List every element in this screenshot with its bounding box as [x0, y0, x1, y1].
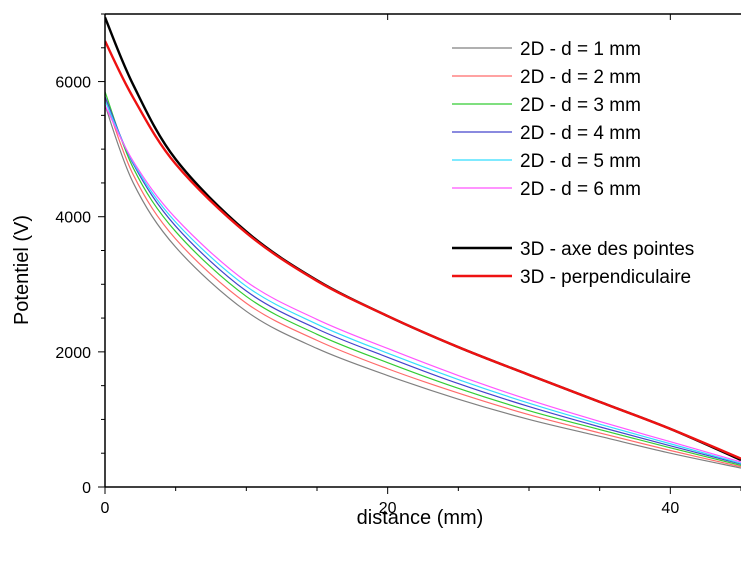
x-tick-label: 40	[661, 500, 679, 517]
series-line-3	[105, 91, 741, 466]
axes: 0 20 40 0 2000 4000 6000	[55, 13, 741, 517]
y-tick-label: 0	[82, 480, 91, 497]
legend-label-2: 2D - d = 2 mm	[520, 67, 641, 88]
legend-label-5: 2D - d = 5 mm	[520, 151, 641, 172]
legend: 2D - d = 1 mm 2D - d = 2 mm 2D - d = 3 mm 2…	[452, 39, 694, 288]
plot-area	[105, 16, 741, 469]
legend-label-4: 2D - d = 4 mm	[520, 123, 641, 144]
legend-label-1: 2D - d = 1 mm	[520, 39, 641, 60]
series-line-6	[105, 104, 741, 463]
y-tick-label: 4000	[55, 210, 91, 227]
series-line-4	[105, 96, 741, 465]
x-axis-label: distance (mm)	[357, 507, 484, 529]
x-tick-label: 0	[101, 500, 110, 517]
legend-label-3: 2D - d = 3 mm	[520, 95, 641, 116]
series-line-5	[105, 100, 741, 464]
legend-label-6: 2D - d = 6 mm	[520, 179, 641, 200]
y-tick-label: 2000	[55, 345, 91, 362]
series-line-8	[105, 40, 741, 460]
legend-label-8: 3D - perpendiculaire	[520, 267, 691, 288]
x-tick-label: 20	[379, 500, 397, 517]
legend-label-7: 3D - axe des pointes	[520, 239, 694, 260]
series-line-2	[105, 98, 741, 468]
y-tick-label: 6000	[55, 75, 91, 92]
series-line-1	[105, 105, 741, 469]
y-axis-label: Potentiel (V)	[11, 215, 33, 325]
